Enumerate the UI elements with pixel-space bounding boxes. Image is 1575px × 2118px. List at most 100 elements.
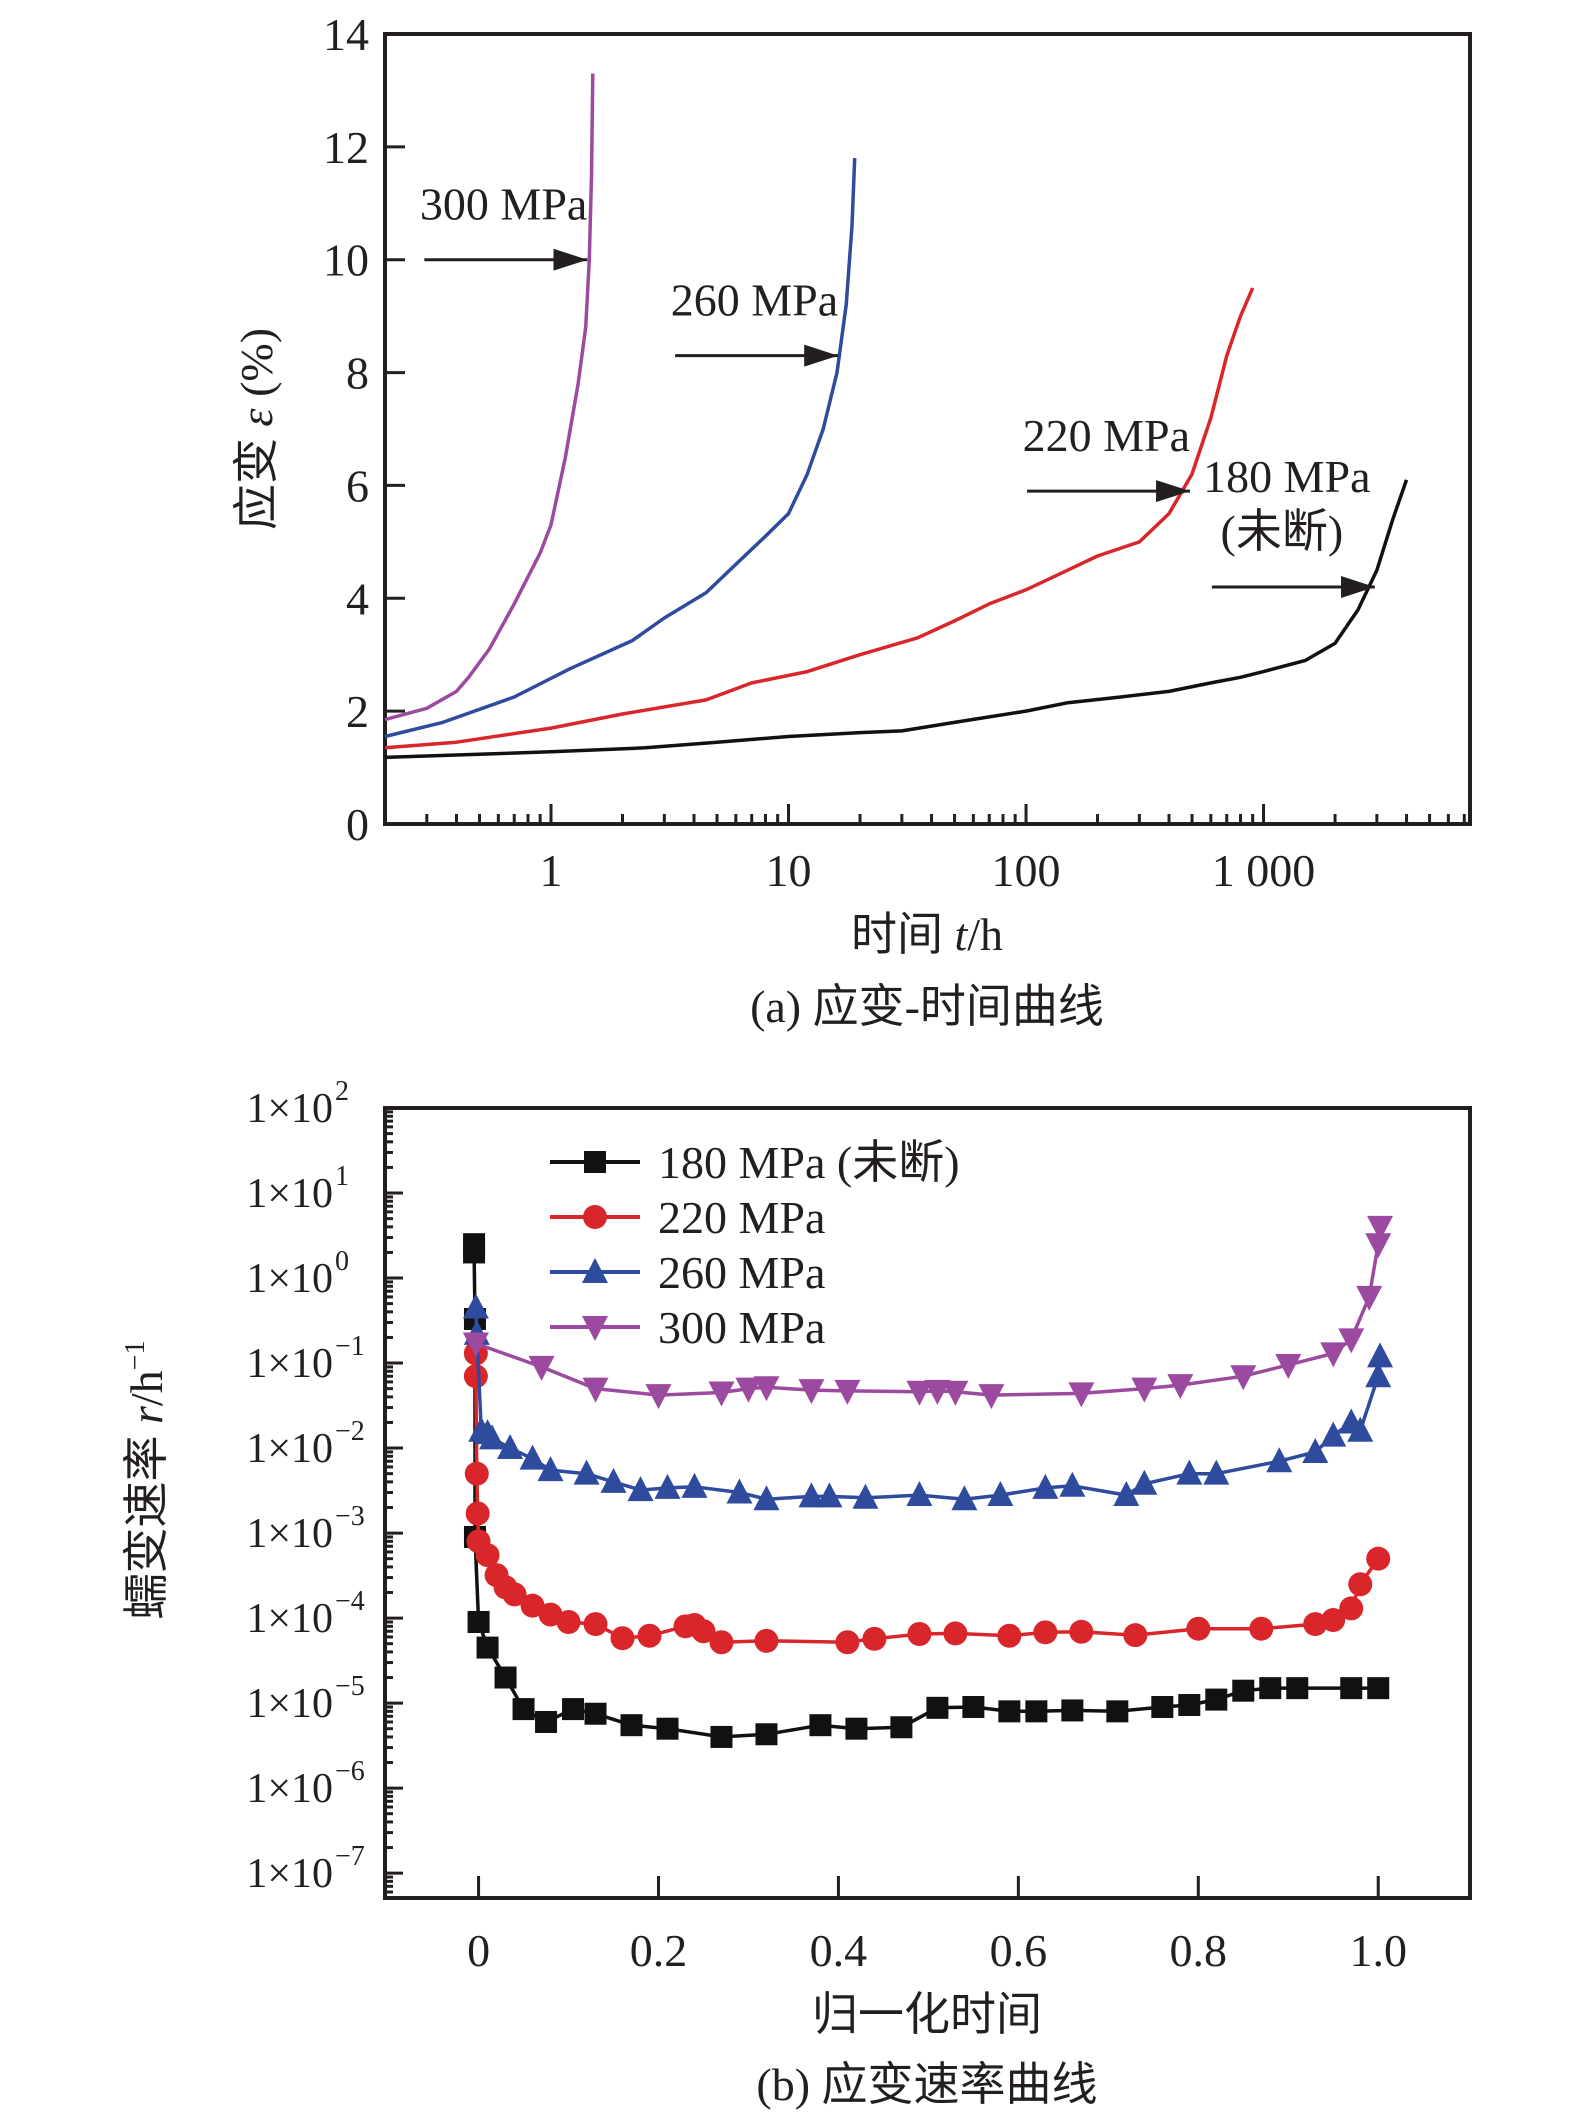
plot-a-series (384, 73, 1409, 760)
data-point-300-mpa (1320, 1342, 1347, 1368)
data-point-260-mpa (852, 1483, 879, 1509)
plot-b-x-axis-label: 归一化时间 (812, 1989, 1042, 2040)
data-point-180-mpa (620, 1714, 643, 1737)
data-point-220-mpa (1186, 1616, 1211, 1641)
data-point-180-mpa (584, 1702, 607, 1725)
data-point-180-mpa (656, 1717, 679, 1740)
data-point-260-mpa (753, 1485, 780, 1511)
plot-b-caption: (b) 应变速率曲线 (756, 2059, 1097, 2110)
plot-a-frame (383, 32, 1472, 826)
data-point-260-mpa (1059, 1471, 1086, 1497)
data-point-220-mpa (1069, 1619, 1094, 1644)
data-point-260-mpa (462, 1293, 489, 1319)
y-tick-label: 1×10 (246, 1511, 333, 1557)
data-point-260-mpa (519, 1444, 546, 1470)
legend-label-260-mpa: 260 MPa (658, 1247, 825, 1298)
x-tick-label: 0 (467, 1925, 490, 1976)
data-point-180-mpa (512, 1698, 535, 1721)
data-point-300-mpa (1275, 1353, 1302, 1379)
data-point-180-mpa (1025, 1700, 1048, 1723)
data-point-220-mpa (1321, 1607, 1346, 1632)
data-point-260-mpa (798, 1482, 825, 1508)
data-point-260-mpa (1302, 1437, 1329, 1463)
data-point-220-mpa (1348, 1572, 1373, 1597)
data-point-300-mpa (1338, 1328, 1365, 1354)
data-point-180-mpa (809, 1714, 832, 1737)
data-point-260-mpa (1131, 1469, 1158, 1495)
plot-b-y-axis-label: 蠕变速率 r/h−1 (120, 1341, 172, 1620)
data-point-300-mpa (1365, 1233, 1392, 1259)
data-point-260-mpa (627, 1476, 654, 1502)
data-point-180-mpa (494, 1666, 517, 1689)
plot-b-series (462, 1215, 1394, 1748)
data-point-180-mpa (1106, 1700, 1129, 1723)
data-point-220-mpa (709, 1630, 734, 1655)
annotation-sublabel: (未断) (1221, 506, 1344, 557)
plot-b-x-ticks: 0 0.2 0.4 0.6 0.8 1.0 (467, 1876, 1407, 1976)
data-point-180-mpa (926, 1696, 949, 1719)
data-point-220-mpa (538, 1602, 563, 1627)
series-line-300-mpa (384, 73, 595, 722)
series-line-260-mpa (474, 1307, 1382, 1501)
plot-a-x-axis-label: 时间 t/h (851, 909, 1003, 960)
series-line-260-mpa (384, 158, 857, 739)
data-point-220-mpa (1033, 1620, 1058, 1645)
data-point-220-mpa (475, 1543, 500, 1568)
y-tick-label: 2 (346, 686, 369, 737)
series-line-180-mpa (384, 479, 1409, 760)
data-point-220-mpa (997, 1623, 1022, 1648)
data-point-260-mpa (726, 1478, 753, 1504)
data-point-220-mpa (1249, 1616, 1274, 1641)
data-point-180-mpa (755, 1723, 778, 1746)
data-point-220-mpa (463, 1364, 488, 1389)
data-point-180-mpa (890, 1716, 913, 1739)
x-tick-label: 100 (992, 845, 1061, 896)
legend-label-220-mpa: 220 MPa (658, 1192, 825, 1243)
data-point-260-mpa (1032, 1473, 1059, 1499)
data-point-180-mpa (1151, 1695, 1174, 1718)
data-point-220-mpa (637, 1623, 662, 1648)
annotation-label: 260 MPa (671, 275, 838, 326)
x-tick-label: 10 (766, 845, 812, 896)
data-point-260-mpa (681, 1472, 708, 1498)
data-point-260-mpa (1113, 1481, 1140, 1507)
data-point-260-mpa (1365, 1362, 1392, 1388)
data-point-260-mpa (537, 1456, 564, 1482)
plot-a-y-ticks: 0 2 4 6 8 10 12 14 (323, 9, 405, 850)
y-tick-exponent: −1 (335, 1331, 365, 1362)
plot-b-frame (383, 1106, 1472, 1900)
series-260-mpa (462, 1293, 1394, 1511)
x-tick-label: 1.0 (1349, 1925, 1407, 1976)
plot-a-x-ticks: 1 10 100 1 000 (383, 804, 1466, 896)
data-point-260-mpa (654, 1473, 681, 1499)
data-point-300-mpa (753, 1376, 780, 1402)
data-point-300-mpa (645, 1384, 672, 1410)
data-point-300-mpa (735, 1377, 762, 1403)
y-tick-exponent: −4 (335, 1586, 365, 1617)
annotation-label: 220 MPa (1023, 410, 1190, 461)
data-point-180-mpa (1286, 1677, 1309, 1700)
data-point-220-mpa (556, 1609, 581, 1634)
y-tick-exponent: −3 (335, 1501, 365, 1532)
y-tick-label: 1×10 (246, 1256, 333, 1302)
plot-b-y-ticks: 1×10 21×10 11×10 01×10 −11×10 −21×10 −31×10 −41… (246, 1076, 403, 1897)
y-tick-exponent: 0 (335, 1246, 349, 1277)
data-point-300-mpa (1230, 1365, 1257, 1391)
data-point-220-mpa (1339, 1596, 1364, 1621)
data-point-220-mpa (943, 1621, 968, 1646)
data-point-180-mpa (562, 1698, 585, 1721)
x-tick-label: 1 (540, 845, 563, 896)
data-point-260-mpa (1320, 1421, 1347, 1447)
y-tick-label: 1×10 (246, 1086, 333, 1132)
data-point-260-mpa (1266, 1447, 1293, 1473)
y-tick-label: 1×10 (246, 1766, 333, 1812)
annotation-label: 180 MPa (1203, 451, 1370, 502)
data-point-300-mpa (834, 1379, 861, 1405)
data-point-300-mpa (1131, 1377, 1158, 1403)
y-tick-exponent: 2 (335, 1076, 349, 1107)
data-point-300-mpa (798, 1379, 825, 1405)
data-point-220-mpa (520, 1593, 545, 1618)
data-point-260-mpa (987, 1481, 1014, 1507)
data-point-180-mpa (1061, 1699, 1084, 1722)
data-point-180-mpa (710, 1725, 733, 1748)
